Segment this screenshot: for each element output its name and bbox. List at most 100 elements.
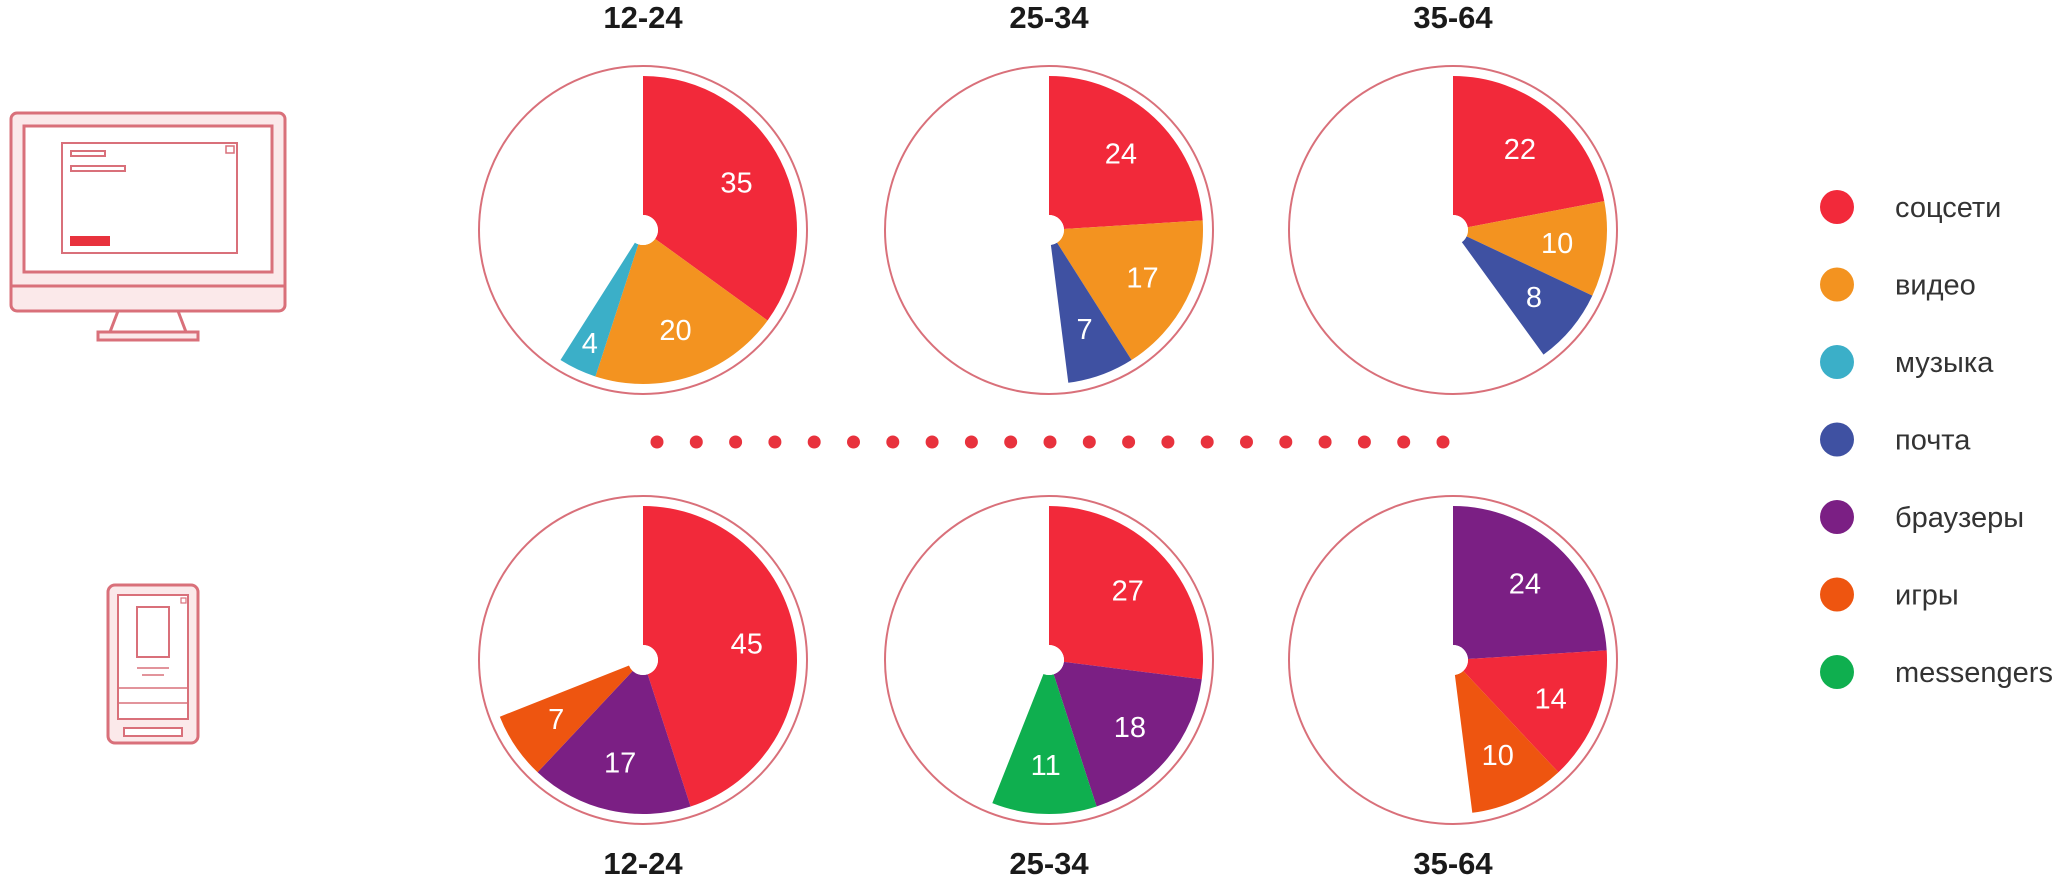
divider-dot	[1397, 435, 1411, 449]
slice-value-label: 27	[1112, 576, 1144, 608]
age-group-title: 35-64	[1413, 846, 1493, 881]
divider-dot	[1436, 435, 1450, 449]
pie-center-hole	[628, 215, 658, 245]
slice-value-label: 45	[731, 629, 763, 661]
legend-label: музыка	[1895, 347, 1994, 379]
divider-dot	[1043, 435, 1057, 449]
legend-item: музыка	[1820, 345, 1994, 379]
slice-value-label: 20	[659, 315, 691, 347]
divider-dot	[1240, 435, 1253, 449]
divider-dot	[886, 435, 900, 449]
slice-value-label: 17	[604, 747, 636, 779]
legend-swatch	[1820, 267, 1854, 302]
pie-slice	[560, 242, 639, 377]
slice-value-label: 24	[1105, 138, 1137, 170]
legend-item: видео	[1820, 267, 1976, 302]
legend-swatch	[1820, 577, 1854, 612]
legend-label: браузеры	[1895, 502, 2024, 534]
legend-label: видео	[1895, 270, 1976, 302]
slice-value-label: 18	[1114, 712, 1146, 744]
slice-value-label: 7	[1076, 314, 1092, 346]
legend-swatch	[1820, 655, 1854, 689]
pie-slice	[499, 665, 633, 773]
slice-value-label: 10	[1482, 740, 1514, 772]
pie-slice	[537, 670, 691, 814]
pie-slice	[595, 238, 768, 384]
legend-item: messengers	[1820, 655, 2053, 689]
legend-item: соцсети	[1820, 190, 2001, 224]
slice-value-label: 10	[1541, 228, 1573, 260]
slice-value-label: 4	[582, 328, 598, 360]
legend-swatch	[1820, 345, 1854, 379]
pie-slice	[643, 76, 797, 321]
pie-chart: 45 17 7 12-24	[478, 495, 808, 881]
pie-slice	[643, 506, 797, 807]
divider-dot	[650, 435, 664, 449]
slice-value-label: 11	[1031, 750, 1061, 782]
slice-value-label: 17	[1126, 263, 1158, 295]
pie-chart: 27 18 11 25-34	[884, 495, 1214, 881]
slice-value-label: 35	[720, 167, 752, 199]
pie-slice	[1049, 506, 1203, 680]
pie-slice	[1463, 650, 1607, 773]
pie-slice	[1454, 670, 1559, 813]
legend-swatch	[1820, 190, 1854, 224]
divider-dots	[650, 435, 1450, 449]
divider-dot	[1200, 435, 1214, 449]
legend-label: messengers	[1895, 657, 2053, 689]
divider-dot	[689, 435, 703, 449]
pie-chart: 35 20 4 12-24	[478, 0, 808, 395]
pie-slice	[1453, 506, 1607, 660]
pie-center-hole	[1034, 215, 1064, 245]
pie-slice	[1050, 242, 1132, 383]
divider-dot	[1161, 435, 1175, 449]
pie-chart: 24 14 10 35-64	[1288, 495, 1618, 881]
pie-center-hole	[1438, 645, 1468, 675]
divider-dot	[1004, 435, 1018, 449]
pie-slice	[1049, 76, 1203, 230]
divider-dot	[1082, 435, 1096, 449]
legend: соцсети видео музыка почта браузеры игры messe…	[1820, 190, 2053, 689]
pie-chart: 24 17 7 25-34	[884, 0, 1214, 395]
age-group-title: 25-34	[1009, 0, 1089, 35]
age-group-title: 12-24	[603, 0, 683, 35]
pie-slice	[1466, 201, 1607, 296]
divider-dot	[1357, 435, 1371, 449]
legend-label: почта	[1895, 425, 1971, 457]
slice-value-label: 7	[548, 704, 564, 736]
legend-item: игры	[1820, 577, 1959, 612]
slice-value-label: 8	[1526, 282, 1542, 314]
legend-label: игры	[1895, 580, 1959, 612]
pie-center-hole	[1438, 215, 1468, 245]
legend-label: соцсети	[1895, 192, 2001, 224]
legend-swatch	[1820, 500, 1854, 534]
divider-dot	[847, 435, 860, 449]
divider-dot	[729, 435, 743, 449]
age-group-title: 12-24	[603, 846, 683, 881]
age-group-title: 35-64	[1413, 0, 1493, 35]
pie-slice	[992, 673, 1097, 814]
pie-center-hole	[1034, 645, 1064, 675]
pie-chart: 22 10 8 35-64	[1288, 0, 1618, 395]
divider-dot	[768, 435, 782, 449]
desktop-monitor-icon	[9, 111, 287, 342]
legend-swatch	[1820, 422, 1854, 457]
pie-center-hole	[628, 645, 658, 675]
pie-slice	[1053, 661, 1202, 807]
slice-value-label: 22	[1504, 134, 1536, 166]
divider-dot	[1318, 435, 1332, 449]
slice-value-label: 24	[1509, 568, 1541, 600]
legend-item: почта	[1820, 422, 1971, 457]
divider-dot	[1122, 435, 1136, 449]
divider-dot	[925, 435, 939, 449]
pie-slice	[1057, 220, 1203, 361]
mobile-phone-icon	[106, 583, 200, 745]
age-group-title: 25-34	[1009, 846, 1089, 881]
pie-slice	[1453, 76, 1605, 228]
legend-item: браузеры	[1820, 500, 2024, 534]
divider-dot	[1279, 435, 1293, 449]
pie-slice	[1461, 236, 1593, 355]
divider-dot	[964, 435, 978, 449]
slice-value-label: 14	[1534, 684, 1566, 716]
divider-dot	[807, 435, 821, 449]
